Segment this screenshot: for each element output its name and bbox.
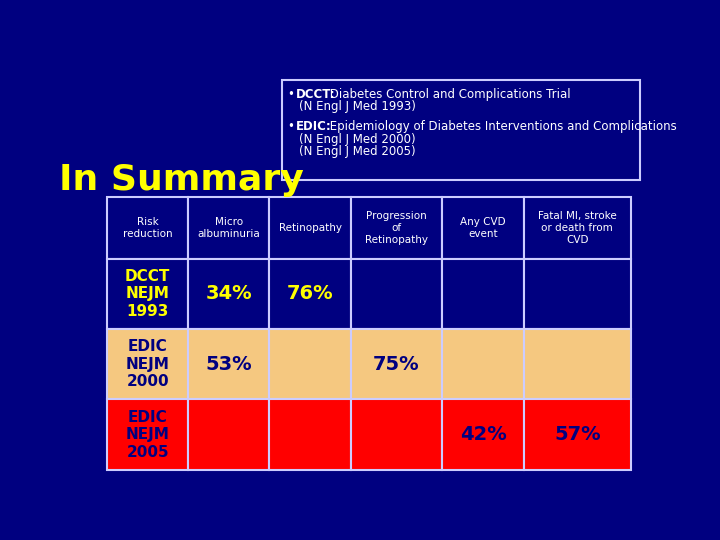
Text: 42%: 42%	[459, 425, 506, 444]
Text: Risk
reduction: Risk reduction	[123, 217, 173, 239]
Bar	[442, 259, 523, 329]
Bar	[107, 329, 188, 400]
Text: (N Engl J Med 2005): (N Engl J Med 2005)	[300, 145, 416, 158]
Bar	[269, 329, 351, 400]
Text: (N Engl J Med 1993): (N Engl J Med 1993)	[300, 100, 416, 113]
Bar	[523, 197, 631, 259]
Bar	[107, 259, 188, 329]
Bar	[269, 197, 351, 259]
Bar	[107, 197, 188, 259]
Text: Fatal MI, stroke
or death from
CVD: Fatal MI, stroke or death from CVD	[538, 211, 616, 245]
Bar	[523, 400, 631, 470]
Bar	[442, 400, 523, 470]
Bar	[282, 80, 640, 180]
Text: EDIC
NEJM
2005: EDIC NEJM 2005	[126, 410, 170, 460]
Text: (N Engl J Med 2000): (N Engl J Med 2000)	[300, 132, 416, 146]
Bar	[269, 400, 351, 470]
Bar	[442, 197, 523, 259]
Bar	[188, 197, 269, 259]
Bar	[442, 329, 523, 400]
Text: •: •	[289, 88, 299, 101]
Bar	[351, 259, 442, 329]
Text: Epidemiology of Diabetes Interventions and Complications: Epidemiology of Diabetes Interventions a…	[325, 120, 676, 133]
Text: 57%: 57%	[554, 425, 600, 444]
Bar	[351, 329, 442, 400]
Text: Diabetes Control and Complications Trial: Diabetes Control and Complications Trial	[325, 88, 570, 101]
Text: DCCT:: DCCT:	[296, 88, 336, 101]
Text: Retinopathy: Retinopathy	[279, 223, 341, 233]
Bar	[351, 400, 442, 470]
Text: Any CVD
event: Any CVD event	[460, 217, 505, 239]
Text: 53%: 53%	[205, 355, 252, 374]
Text: Micro
albuminuria: Micro albuminuria	[197, 217, 260, 239]
Bar	[523, 259, 631, 329]
Text: EDIC:: EDIC:	[296, 120, 332, 133]
Text: EDIC
NEJM
2000: EDIC NEJM 2000	[126, 339, 170, 389]
Text: 76%: 76%	[287, 284, 333, 303]
Bar	[351, 197, 442, 259]
Text: 75%: 75%	[373, 355, 420, 374]
Bar	[188, 400, 269, 470]
Text: 34%: 34%	[205, 284, 252, 303]
Bar	[188, 329, 269, 400]
Bar	[188, 259, 269, 329]
Text: DCCT
NEJM
1993: DCCT NEJM 1993	[125, 269, 171, 319]
Bar	[107, 400, 188, 470]
Text: •: •	[289, 120, 299, 133]
Text: In Summary: In Summary	[59, 163, 304, 197]
Bar	[269, 259, 351, 329]
Bar	[523, 329, 631, 400]
Text: Progression
of
Retinopathy: Progression of Retinopathy	[365, 211, 428, 245]
